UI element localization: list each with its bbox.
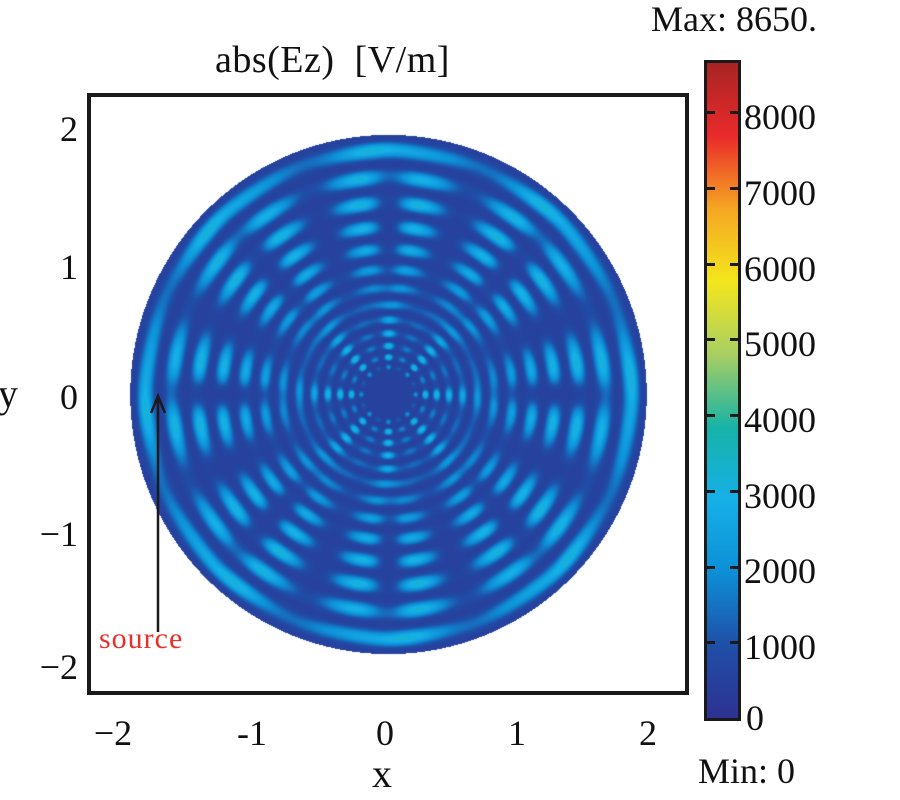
y-tick-label: 1 [60,247,78,287]
colorbar-tick-mark [730,489,738,493]
annotation-layer [149,392,167,632]
x-tick-label: −2 [93,713,133,753]
colorbar-tick-mark [707,338,715,342]
colorbar-tick-mark [730,111,738,115]
colorbar-tick-label: 2000 [744,551,816,591]
colorbar-tick-mark [707,262,715,266]
y-tick-label: −1 [39,514,78,554]
x-tick-label: 2 [639,713,657,753]
colorbar-tick-label: 3000 [744,476,816,516]
y-axis-label: y [0,371,18,416]
colorbar-tick-mark [730,641,738,645]
colorbar-tick-mark [730,565,738,569]
colorbar-min-label: Min: 0 [698,751,796,791]
y-tick-label: −2 [39,647,78,687]
colorbar-tick-mark [730,186,738,190]
colorbar-tick-label: 5000 [744,324,816,364]
x-axis-label: x [372,751,392,796]
colorbar-tick-mark [707,489,715,493]
source-annotation-label: source [99,622,184,655]
chart-title: abs(Ez) [V/m] [215,39,450,81]
colorbar-tick-label: 0 [746,698,764,738]
colorbar-tick-label: 6000 [744,249,816,289]
colorbar-tick-mark [730,338,738,342]
colorbar-tick-mark [707,565,715,569]
source-arrow-head [149,392,167,414]
colorbar-tick-label: 8000 [744,97,816,137]
x-tick-label: 1 [508,713,526,753]
colorbar-tick-label: 7000 [744,173,816,213]
colorbar-tick-mark [707,186,715,190]
colorbar-tick-mark [707,111,715,115]
colorbar-tick-label: 4000 [744,400,816,440]
colorbar-tick-mark [707,414,715,418]
colorbar-max-label: Max: 8650. [651,0,817,39]
colorbar [704,60,741,721]
x-tick-label: -1 [237,713,267,753]
colorbar-tick-label: 1000 [744,627,816,667]
plot-area [87,93,689,695]
colorbar-tick-mark [707,641,715,645]
colorbar-tick-mark [730,262,738,266]
field-heatmap [91,97,685,691]
x-tick-label: 0 [376,713,394,753]
y-tick-label: 0 [60,377,78,417]
colorbar-tick-mark [730,414,738,418]
y-tick-label: 2 [60,109,78,149]
